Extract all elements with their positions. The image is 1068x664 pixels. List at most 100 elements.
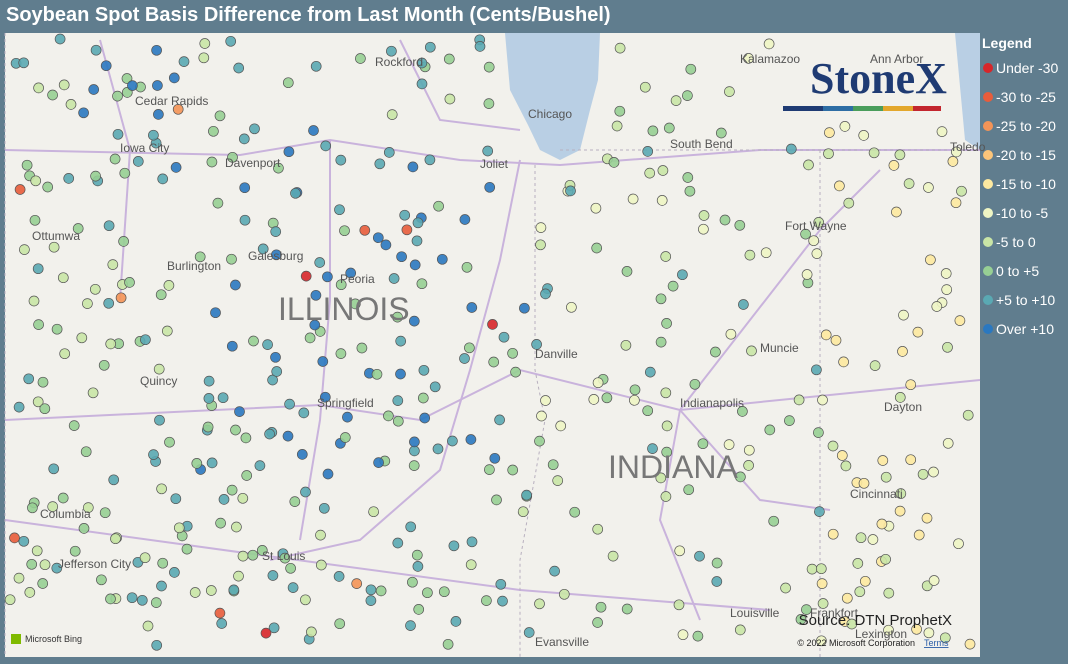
site-dot	[422, 587, 433, 599]
site-dot	[231, 521, 242, 533]
site-dot	[217, 392, 229, 404]
site-dot	[682, 172, 694, 183]
site-dot	[941, 284, 953, 295]
site-dot	[356, 342, 368, 354]
site-dot	[724, 86, 735, 97]
site-dot	[47, 501, 59, 512]
site-dot	[535, 222, 547, 233]
site-dot	[240, 432, 252, 444]
site-dot	[238, 133, 250, 145]
site-dot	[418, 364, 430, 376]
city-label: Chicago	[528, 107, 572, 121]
site-dot	[335, 279, 347, 291]
city-label: Ann Arbor	[870, 52, 923, 66]
site-dot	[287, 582, 299, 593]
site-dot	[590, 202, 602, 214]
site-dot	[734, 624, 746, 636]
site-dot	[880, 471, 892, 483]
site-dot	[264, 428, 275, 440]
site-dot	[99, 507, 111, 519]
site-dot	[298, 407, 310, 419]
site-dot	[112, 90, 123, 102]
site-dot	[345, 267, 357, 279]
site-dot	[698, 223, 709, 235]
site-dot	[859, 575, 871, 587]
site-dot	[928, 466, 939, 478]
map-bg	[5, 33, 980, 657]
site-dot	[416, 57, 428, 69]
site-dot	[39, 403, 51, 415]
site-dot	[23, 373, 35, 385]
city-label: Lexington	[855, 627, 907, 641]
site-dot	[383, 410, 394, 422]
site-dot	[372, 232, 384, 244]
site-dot	[466, 536, 478, 548]
site-dot	[417, 392, 429, 404]
site-dot	[103, 220, 115, 232]
site-dot	[226, 484, 238, 496]
legend-swatch	[983, 92, 993, 102]
site-dot	[365, 584, 377, 596]
site-dot	[482, 145, 494, 157]
site-dot	[230, 424, 241, 436]
city-label: Louisville	[730, 606, 780, 620]
site-dot	[667, 280, 679, 292]
site-dot	[267, 570, 279, 581]
city-label: Davenport	[225, 156, 281, 170]
site-dot	[304, 332, 316, 344]
site-dot	[233, 570, 244, 582]
site-dot	[89, 283, 101, 295]
site-dot	[14, 184, 26, 195]
site-dot	[608, 157, 620, 168]
site-dot	[540, 288, 551, 300]
site-dot	[661, 318, 672, 329]
bing-icon	[11, 634, 21, 644]
site-dot	[310, 60, 322, 72]
city-label: Springfield	[317, 396, 374, 410]
site-dot	[785, 143, 797, 155]
site-dot	[148, 129, 159, 141]
site-dot	[283, 146, 295, 158]
site-dot	[78, 107, 89, 119]
site-dot	[199, 38, 211, 49]
site-dot	[931, 301, 943, 312]
site-dot	[247, 549, 259, 561]
site-dot	[697, 438, 709, 450]
site-dot	[202, 421, 214, 433]
site-dot	[644, 167, 656, 179]
site-dot	[424, 41, 436, 53]
site-dot	[234, 406, 245, 417]
site-dot	[488, 356, 500, 368]
site-dot	[661, 446, 673, 458]
site-dot	[412, 217, 424, 229]
site-dot	[225, 35, 237, 47]
site-dot	[660, 491, 672, 502]
site-dot	[373, 457, 384, 468]
legend-label: -25 to -20	[996, 118, 1056, 134]
terms[interactable]: Terms	[924, 638, 949, 648]
legend-label: -20 to -15	[996, 147, 1056, 163]
site-dot	[823, 148, 834, 160]
site-dot	[763, 38, 775, 50]
site-dot	[433, 200, 444, 212]
site-dot	[233, 62, 245, 74]
site-dot	[395, 368, 406, 380]
places: Cedar Rapids Iowa City Davenport Ottumwa Bur…	[32, 52, 986, 649]
site-dot	[228, 584, 240, 596]
site-dot	[660, 251, 672, 262]
site-dot	[226, 253, 237, 265]
city-label: South Bend	[670, 137, 733, 151]
site-dot	[90, 44, 102, 56]
site-dot	[296, 449, 308, 460]
site-dot	[683, 484, 695, 496]
site-dot	[419, 412, 431, 424]
site-dot	[82, 502, 94, 513]
site-dot	[813, 427, 824, 438]
site-dot	[214, 607, 226, 619]
site-dot	[107, 259, 119, 270]
site-dot	[32, 263, 44, 275]
site-dot	[725, 328, 737, 340]
site-dot	[517, 506, 529, 518]
site-dot	[208, 125, 219, 137]
source: Source: DTN ProphetX	[799, 612, 952, 629]
